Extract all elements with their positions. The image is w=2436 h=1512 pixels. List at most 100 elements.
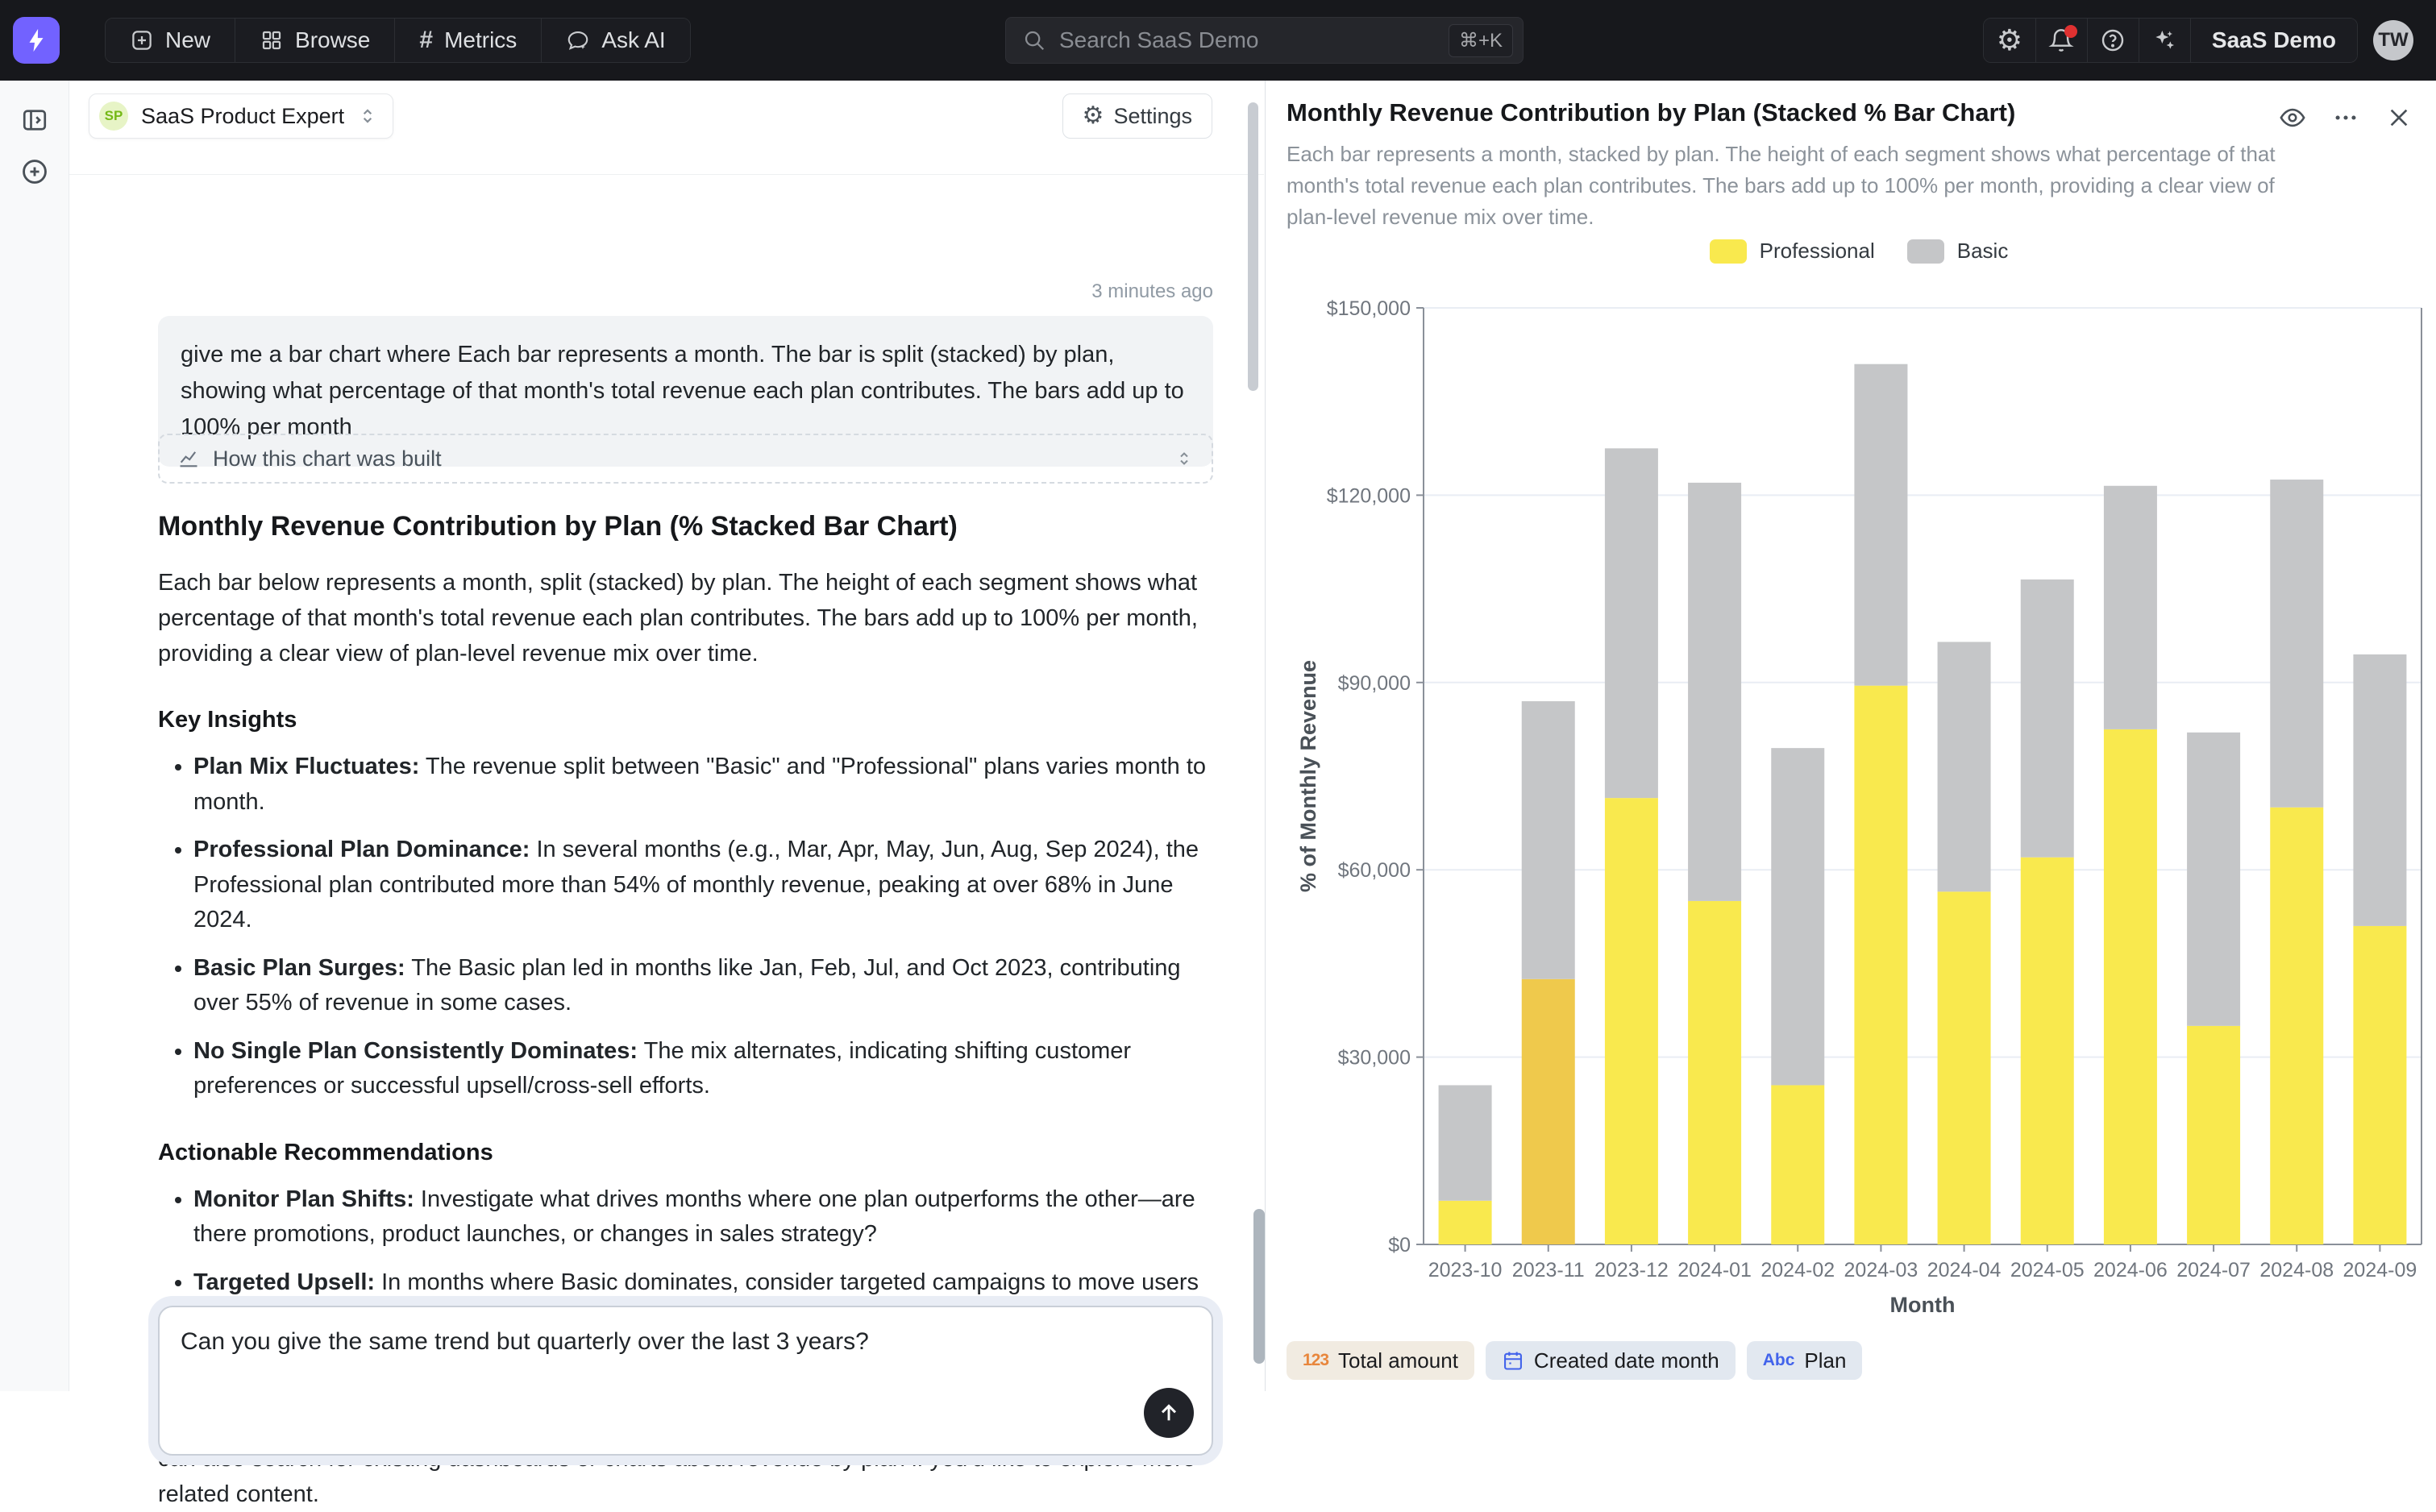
- bar-basic-2024-09: [2353, 654, 2407, 926]
- ellipsis-icon: [2335, 115, 2356, 120]
- send-button[interactable]: [1144, 1388, 1194, 1438]
- chat-panel: SP SaaS Product Expert ⚙ Settings 3 minu…: [69, 81, 1264, 1507]
- workspace-label: SaaS Demo: [2211, 27, 2336, 52]
- lightning-bolt-icon: [29, 28, 44, 52]
- workspace-button[interactable]: SaaS Demo: [2189, 19, 2357, 62]
- notifications-button[interactable]: [2035, 19, 2087, 62]
- global-search-input[interactable]: Search SaaS Demo ⌘+K: [1005, 17, 1524, 64]
- settings-nav-button[interactable]: ⚙: [1983, 19, 2035, 62]
- bar-professional-2023-12: [1604, 798, 1658, 1244]
- user-avatar[interactable]: TW: [2373, 20, 2413, 60]
- gear-icon: ⚙: [1082, 102, 1104, 129]
- metrics-button-label: Metrics: [444, 27, 518, 52]
- left-rail: [0, 81, 69, 1391]
- agent-settings-button[interactable]: ⚙ Settings: [1062, 93, 1212, 139]
- ask-ai-button[interactable]: Ask AI: [541, 19, 690, 62]
- browse-button-label: Browse: [295, 27, 371, 52]
- bar-professional-2023-10: [1438, 1200, 1492, 1244]
- bar-basic-2024-06: [2103, 485, 2157, 729]
- chip-total-amount[interactable]: 123 Total amount: [1287, 1341, 1474, 1380]
- agent-initials: SP: [104, 108, 123, 123]
- sparkles-icon: [2155, 31, 2175, 49]
- lightdash-logo[interactable]: [13, 17, 60, 64]
- navbar-right-group: ⚙ SaaS Demo: [1982, 18, 2358, 63]
- agent-avatar: SP: [99, 102, 128, 131]
- how-chart-built-toggle[interactable]: How this chart was built: [158, 434, 1213, 484]
- chart-line-icon: [180, 451, 197, 467]
- agent-name: SaaS Product Expert: [141, 103, 345, 128]
- bar-basic-2024-03: [1854, 363, 1908, 686]
- chat-scrollbar-thumb[interactable]: [1248, 102, 1258, 391]
- legend-label: Professional: [1759, 239, 1875, 263]
- chevron-up-down-icon: [364, 109, 372, 123]
- page-scrollbar-thumb[interactable]: [1253, 1209, 1265, 1364]
- svg-text:2024-02: 2024-02: [1760, 1259, 1835, 1281]
- bar-professional-2024-03: [1854, 685, 1908, 1244]
- bar-professional-2024-09: [2353, 925, 2407, 1244]
- close-icon: [2390, 109, 2408, 127]
- ai-assistant-button[interactable]: [2138, 19, 2190, 62]
- chat-header: SP SaaS Product Expert ⚙ Settings: [69, 81, 1264, 175]
- metrics-button[interactable]: # Metrics: [394, 19, 542, 62]
- bar-basic-2024-01: [1688, 482, 1742, 901]
- response-intro: Each bar below represents a month, split…: [158, 570, 1198, 667]
- chip-plan[interactable]: Abc Plan: [1746, 1341, 1863, 1380]
- preview-button[interactable]: [2276, 102, 2309, 134]
- new-button[interactable]: New: [106, 19, 235, 62]
- new-thread-button[interactable]: [18, 155, 52, 189]
- artifact-description: Each bar represents a month, stacked by …: [1287, 142, 2276, 229]
- close-panel-button[interactable]: [2383, 102, 2415, 134]
- recommendations-heading: Actionable Recommendations: [158, 1139, 493, 1165]
- settings-label: Settings: [1113, 103, 1192, 128]
- bar-professional-2023-11: [1521, 978, 1575, 1244]
- key-insights-heading: Key Insights: [158, 707, 297, 733]
- bar-basic-2024-04: [1937, 642, 1991, 892]
- chevron-up-down-icon: [1180, 452, 1188, 465]
- top-navbar: New Browse # Metrics Ask AI Search SaaS …: [0, 0, 2436, 81]
- bell-icon: [2048, 29, 2075, 52]
- svg-text:2024-05: 2024-05: [2010, 1259, 2085, 1281]
- how-chart-built-label: How this chart was built: [213, 446, 442, 471]
- svg-text:2023-10: 2023-10: [1428, 1259, 1503, 1281]
- gear-icon: ⚙: [1996, 23, 2023, 56]
- chart-legend: Professional Basic: [1287, 239, 2431, 264]
- avatar-initials: TW: [2378, 29, 2409, 51]
- more-options-button[interactable]: [2330, 102, 2362, 134]
- browse-button[interactable]: Browse: [235, 19, 395, 62]
- svg-text:% of Monthly Revenue: % of Monthly Revenue: [1296, 660, 1320, 892]
- chip-label: Created date month: [1533, 1348, 1719, 1373]
- nav-button-group: New Browse # Metrics Ask AI: [105, 18, 691, 63]
- notification-dot: [2064, 25, 2077, 38]
- collapse-sidebar-icon: [23, 110, 47, 131]
- bar-professional-2024-02: [1771, 1085, 1825, 1244]
- bar-professional-2024-07: [2187, 1025, 2241, 1244]
- chart-artifact-panel: Monthly Revenue Contribution by Plan (St…: [1265, 81, 2436, 1391]
- user-message-text: give me a bar chart where Each bar repre…: [181, 342, 1184, 440]
- svg-text:2024-07: 2024-07: [2176, 1259, 2251, 1281]
- chip-created-date-month[interactable]: Created date month: [1485, 1341, 1736, 1380]
- legend-label: Basic: [1956, 239, 2009, 263]
- hash-icon: #: [419, 27, 434, 53]
- bar-professional-2024-04: [1937, 891, 1991, 1244]
- chat-input[interactable]: Can you give the same trend but quarterl…: [160, 1307, 1212, 1454]
- svg-text:2023-12: 2023-12: [1594, 1259, 1669, 1281]
- bar-basic-2023-10: [1438, 1085, 1492, 1201]
- bar-basic-2024-02: [1771, 748, 1825, 1086]
- legend-item-basic[interactable]: Basic: [1906, 239, 2009, 264]
- message-timestamp: 3 minutes ago: [1091, 280, 1213, 302]
- help-button[interactable]: [2086, 19, 2139, 62]
- stacked-bar-chart[interactable]: $0 $30,000 $60,000 $90,000 $120,000 $150,000 2…: [1287, 289, 2431, 1324]
- bar-basic-2024-07: [2187, 732, 2241, 1026]
- chat-input-container: Can you give the same trend but quarterl…: [158, 1306, 1213, 1456]
- svg-text:2023-11: 2023-11: [1512, 1259, 1585, 1281]
- svg-text:$0: $0: [1388, 1234, 1411, 1257]
- abc-icon: Abc: [1762, 1351, 1795, 1369]
- agent-selector[interactable]: SP SaaS Product Expert: [89, 93, 394, 139]
- svg-text:2024-01: 2024-01: [1677, 1259, 1752, 1281]
- chip-label: Total amount: [1338, 1348, 1458, 1373]
- collapse-sidebar-button[interactable]: [18, 103, 52, 137]
- legend-item-professional[interactable]: Professional: [1709, 239, 1875, 264]
- svg-text:$60,000: $60,000: [1338, 859, 1411, 882]
- calendar-icon: [1503, 1352, 1522, 1370]
- professional-swatch: [1709, 239, 1747, 264]
